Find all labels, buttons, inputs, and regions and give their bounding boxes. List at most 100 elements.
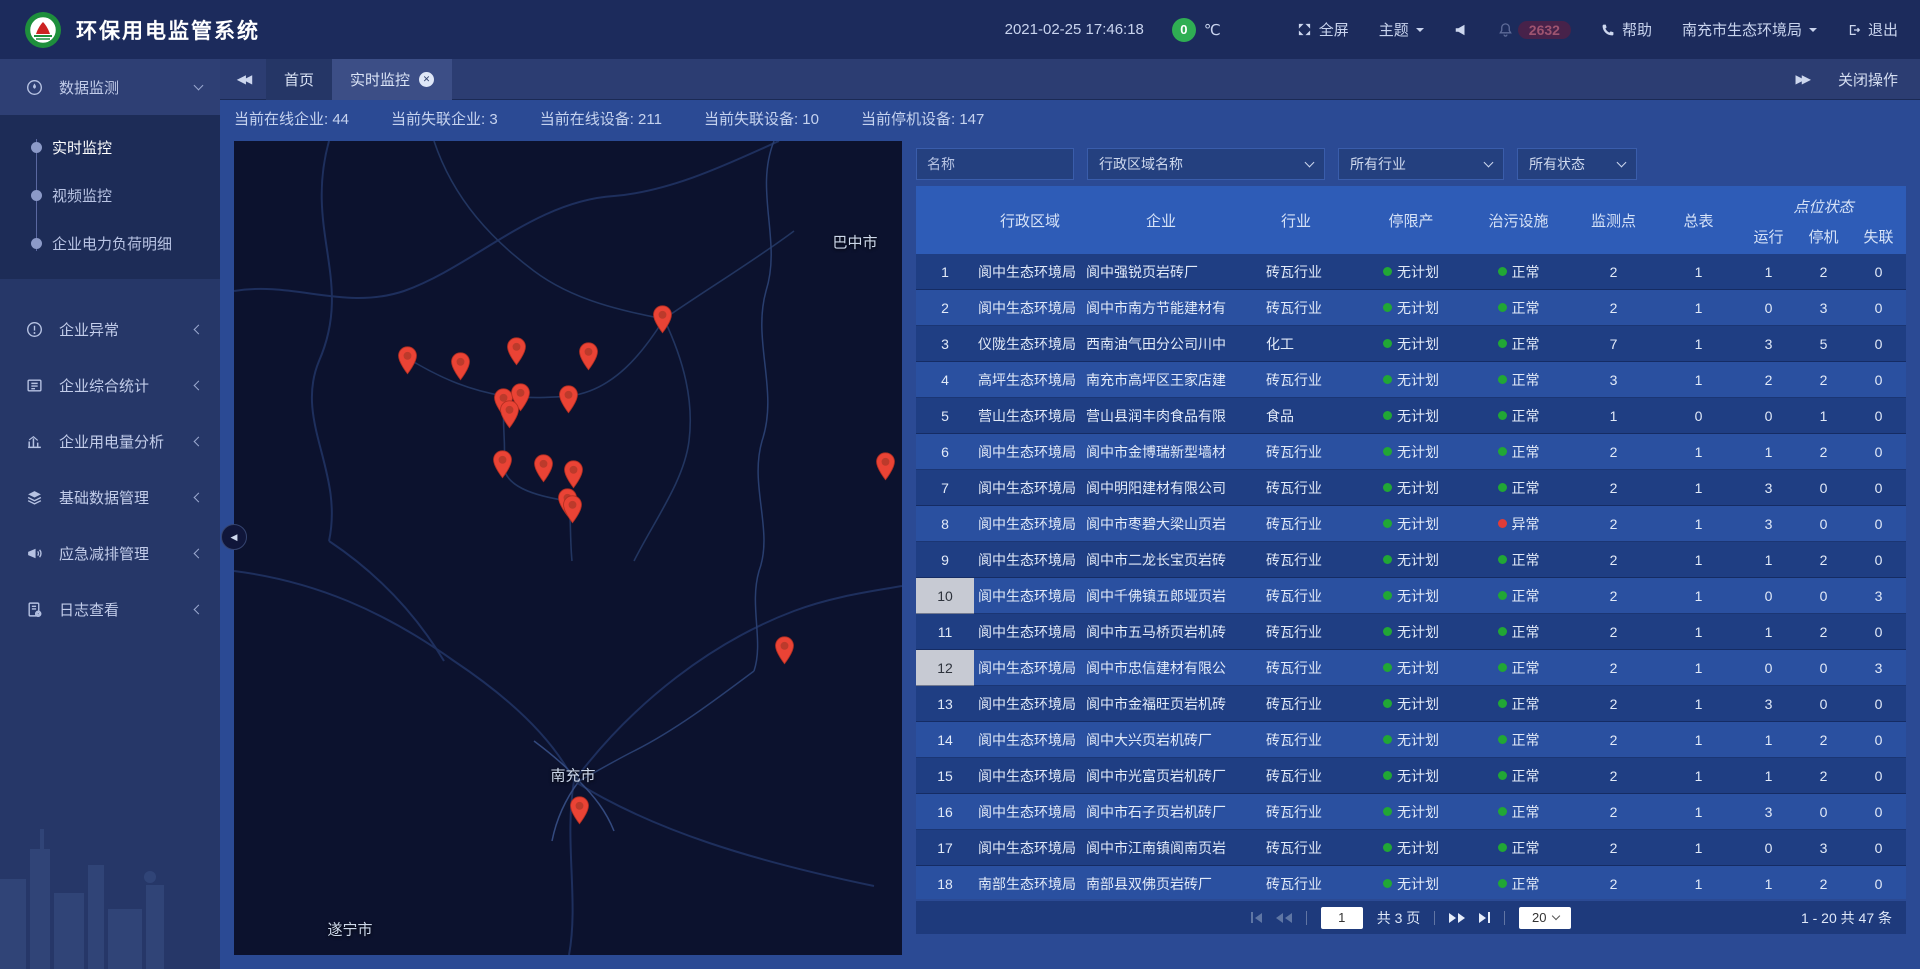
table-body: 1 阆中生态环境局 阆中强锐页岩砖厂 砖瓦行业 无计划 正常 2 1 1 2 0 2 阆中生态环境局 阆中… (916, 254, 1906, 899)
table-row[interactable]: 18 南部生态环境局 南部县双佛页岩砖厂 砖瓦行业 无计划 正常 2 1 1 2 0 (916, 866, 1906, 899)
map-pin[interactable] (492, 450, 513, 479)
sidebar-item-emergency-reduction[interactable]: 应急减排管理 (0, 525, 220, 581)
cell-stop: 2 (1796, 614, 1851, 650)
separator (1434, 910, 1436, 925)
app-logo-icon (25, 11, 61, 48)
sidebar-item-data-monitoring[interactable]: 数据监测 (0, 59, 220, 115)
cell-facility: 正常 (1466, 434, 1571, 470)
stat-online-enterprise: 当前在线企业: 44 (234, 110, 350, 128)
mute-button[interactable] (1454, 23, 1468, 37)
notifications[interactable]: 2632 (1498, 20, 1571, 39)
cell-limit: 无计划 (1356, 398, 1466, 434)
map-pin[interactable] (450, 352, 471, 381)
map-pin[interactable] (499, 400, 520, 429)
status-dot-green (1383, 411, 1392, 420)
map-city-label: 巴中市 (832, 234, 878, 252)
status-dot-green (1383, 303, 1392, 312)
cell-points: 2 (1571, 794, 1656, 830)
status-dot-green (1497, 483, 1507, 492)
first-page-button[interactable] (1250, 912, 1262, 923)
sidebar-item-log-view[interactable]: 日志查看 (0, 581, 220, 637)
map-panel[interactable]: 巴中市 南充市 遂宁市 ◀ (221, 141, 902, 955)
col-limit: 停限产 (1388, 212, 1434, 230)
sidebar-item-enterprise-statistics[interactable]: 企业综合统计 (0, 357, 220, 413)
table-row[interactable]: 8 阆中生态环境局 阆中市枣碧大梁山页岩 砖瓦行业 无计划 异常 2 1 3 0 0 (916, 506, 1906, 542)
cell-company: 阆中市二龙长宝页岩砖 (1086, 542, 1236, 578)
table-row[interactable]: 9 阆中生态环境局 阆中市二龙长宝页岩砖 砖瓦行业 无计划 正常 2 1 1 2 0 (916, 542, 1906, 578)
map-pin[interactable] (569, 796, 590, 825)
name-search-input[interactable] (916, 148, 1074, 180)
table-row[interactable]: 6 阆中生态环境局 阆中市金博瑞新型墙材 砖瓦行业 无计划 正常 2 1 1 2 0 (916, 434, 1906, 470)
sidebar-subitem-power-load-detail[interactable]: 企业电力负荷明细 (0, 219, 220, 267)
temperature-unit: ℃ (1203, 21, 1221, 39)
map-pin[interactable] (558, 385, 579, 414)
cell-points: 2 (1571, 758, 1656, 794)
cell-index: 7 (916, 470, 974, 506)
table-row[interactable]: 10 阆中生态环境局 阆中千佛镇五郎垭页岩 砖瓦行业 无计划 正常 2 1 0 0 3 (916, 578, 1906, 614)
sidebar-subitem-realtime-monitor[interactable]: 实时监控 (0, 123, 220, 171)
map-pin[interactable] (563, 460, 584, 489)
cell-index: 14 (916, 722, 974, 758)
table-row[interactable]: 1 阆中生态环境局 阆中强锐页岩砖厂 砖瓦行业 无计划 正常 2 1 1 2 0 (916, 254, 1906, 290)
app-title: 环保用电监管系统 (76, 19, 260, 43)
cell-lost: 0 (1851, 830, 1906, 866)
close-icon[interactable]: ✕ (419, 71, 435, 87)
tabs-scroll-right-button[interactable]: ▶▶ (1795, 72, 1812, 86)
filter-bar: 行政区域名称 所有行业 所有状态 (916, 148, 1906, 180)
table-row[interactable]: 16 阆中生态环境局 阆中市石子页岩机砖厂 砖瓦行业 无计划 正常 2 1 3 0 0 (916, 794, 1906, 830)
table-row[interactable]: 17 阆中生态环境局 阆中市江南镇阆南页岩 砖瓦行业 无计划 正常 2 1 0 3 0 (916, 830, 1906, 866)
tab-home[interactable]: 首页 (266, 58, 333, 100)
help-button[interactable]: 帮助 (1601, 19, 1652, 40)
region-select[interactable]: 行政区域名称 (1087, 148, 1325, 180)
cell-stop: 2 (1796, 362, 1851, 398)
table-row[interactable]: 14 阆中生态环境局 阆中大兴页岩机砖厂 砖瓦行业 无计划 正常 2 1 1 2 0 (916, 722, 1906, 758)
cell-index: 2 (916, 290, 974, 326)
cell-run: 1 (1741, 758, 1796, 794)
map-pin[interactable] (506, 337, 527, 366)
map-pin[interactable] (875, 452, 896, 481)
table-header: 行政区域 企业 行业 停限产 治污设施 监测点 总表 点位状态 运行 停机 (916, 186, 1906, 254)
cell-industry: 砖瓦行业 (1236, 794, 1356, 830)
map-pin[interactable] (652, 305, 673, 334)
status-select[interactable]: 所有状态 (1517, 148, 1637, 180)
table-row[interactable]: 4 高坪生态环境局 南充市高坪区王家店建 砖瓦行业 无计划 正常 3 1 2 2 0 (916, 362, 1906, 398)
table-row[interactable]: 15 阆中生态环境局 阆中市光富页岩机砖厂 砖瓦行业 无计划 正常 2 1 1 2 0 (916, 758, 1906, 794)
close-operations-button[interactable]: 关闭操作 (1837, 71, 1898, 89)
status-dot-green (1383, 843, 1392, 852)
table-row[interactable]: 5 营山生态环境局 营山县润丰肉食品有限 食品 无计划 正常 1 0 0 1 0 (916, 398, 1906, 434)
page-size-select[interactable]: 20 (1519, 906, 1572, 929)
table-row[interactable]: 2 阆中生态环境局 阆中市南方节能建材有 砖瓦行业 无计划 正常 2 1 0 3 0 (916, 290, 1906, 326)
sidebar-subitem-video-monitor[interactable]: 视频监控 (0, 171, 220, 219)
next-page-button[interactable] (1449, 912, 1466, 923)
table-row[interactable]: 12 阆中生态环境局 阆中市忠信建材有限公 砖瓦行业 无计划 正常 2 1 0 0 3 (916, 650, 1906, 686)
sidebar-item-enterprise-abnormal[interactable]: 企业异常 (0, 301, 220, 357)
fullscreen-button[interactable]: 全屏 (1297, 19, 1349, 40)
sidebar-item-power-usage-analysis[interactable]: 企业用电量分析 (0, 413, 220, 469)
map-pin[interactable] (562, 495, 583, 524)
cell-company: 阆中市南方节能建材有 (1086, 290, 1236, 326)
speaker-muted-icon (1455, 24, 1465, 35)
prev-page-button[interactable] (1275, 912, 1292, 923)
sidebar-item-base-data-management[interactable]: 基础数据管理 (0, 469, 220, 525)
tabs-scroll-left-button[interactable]: ◀◀ (236, 72, 252, 86)
table-row[interactable]: 11 阆中生态环境局 阆中市五马桥页岩机砖 砖瓦行业 无计划 正常 2 1 1 2 0 (916, 614, 1906, 650)
table-row[interactable]: 7 阆中生态环境局 阆中明阳建材有限公司 砖瓦行业 无计划 正常 2 1 3 0 0 (916, 470, 1906, 506)
industry-select[interactable]: 所有行业 (1338, 148, 1504, 180)
logout-button[interactable]: 退出 (1847, 19, 1898, 40)
map-pin[interactable] (533, 454, 554, 483)
map-pin[interactable] (397, 346, 418, 375)
last-page-button[interactable] (1479, 912, 1491, 923)
theme-menu[interactable]: 主题 (1379, 19, 1424, 40)
tab-bar: ◀◀ 首页 实时监控 ✕ ▶▶ 关闭操作 (220, 58, 1920, 100)
megaphone-icon (26, 545, 45, 562)
table-row[interactable]: 3 仪陇生态环境局 西南油气田分公司川中 化工 无计划 正常 7 1 3 5 0 (916, 326, 1906, 362)
map-collapse-button[interactable]: ◀ (221, 524, 247, 550)
table-row[interactable]: 13 阆中生态环境局 阆中市金福旺页岩机砖 砖瓦行业 无计划 正常 2 1 3 0 0 (916, 686, 1906, 722)
tab-realtime-monitor[interactable]: 实时监控 ✕ (332, 58, 453, 100)
cell-run: 1 (1741, 254, 1796, 290)
map-pin[interactable] (578, 342, 599, 371)
cell-lost: 0 (1851, 722, 1906, 758)
page-number-input[interactable] (1320, 906, 1363, 929)
org-menu[interactable]: 南充市生态环境局 (1682, 19, 1817, 40)
map-pin[interactable] (774, 636, 795, 665)
